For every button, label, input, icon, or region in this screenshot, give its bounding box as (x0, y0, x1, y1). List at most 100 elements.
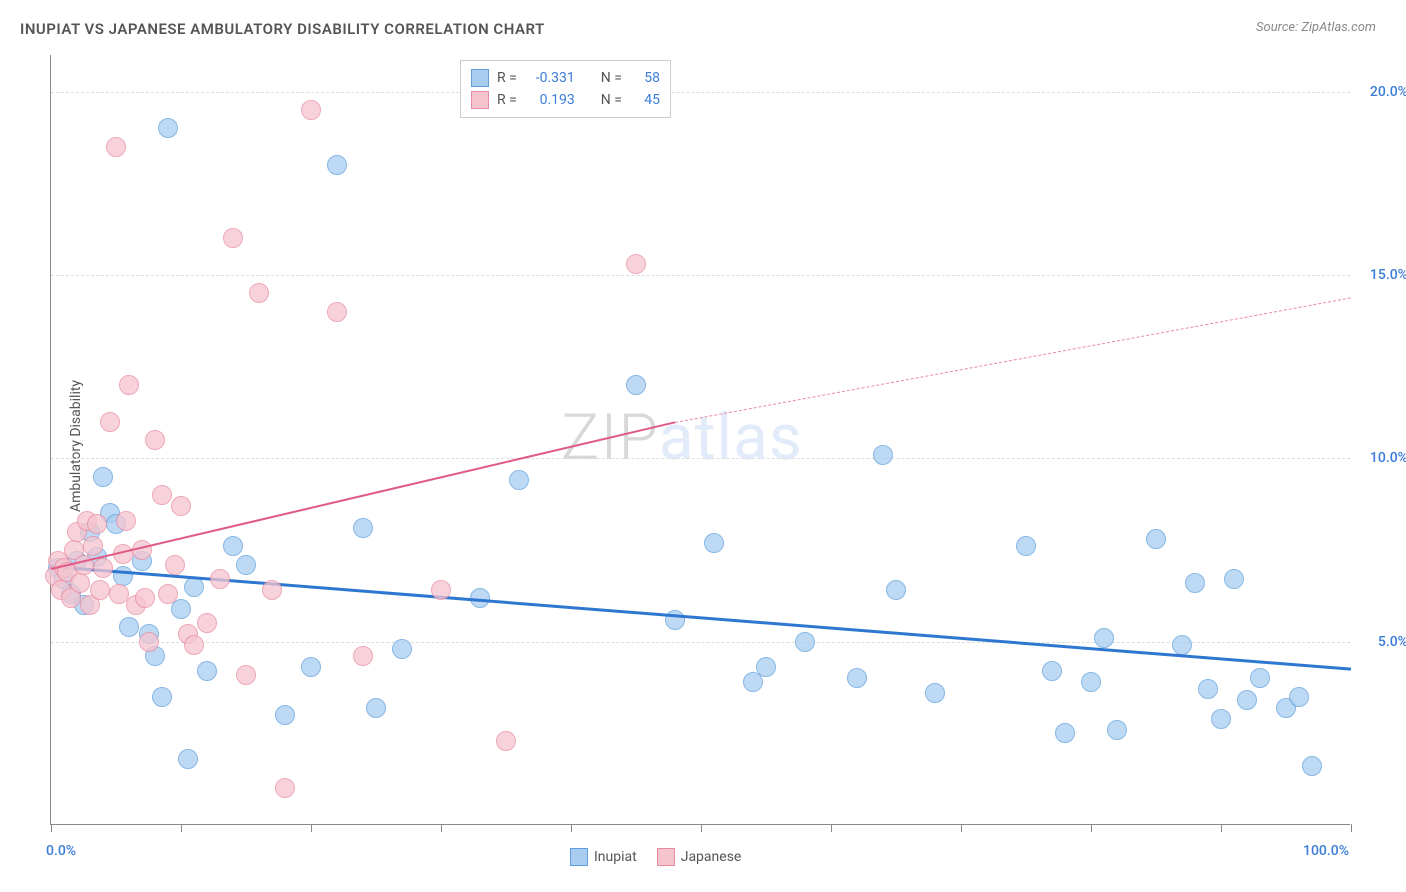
scatter-point (236, 555, 256, 575)
scatter-point (392, 639, 412, 659)
scatter-point (93, 467, 113, 487)
scatter-point (626, 375, 646, 395)
scatter-point (171, 496, 191, 516)
scatter-point (1185, 573, 1205, 593)
scatter-point (70, 573, 90, 593)
x-tick (1351, 824, 1352, 832)
scatter-point (795, 632, 815, 652)
y-tick-label: 20.0% (1370, 84, 1406, 100)
scatter-point (1094, 628, 1114, 648)
chart-container: INUPIAT VS JAPANESE AMBULATORY DISABILIT… (0, 0, 1406, 892)
correlation-legend: R =-0.331N =58R =0.193N =45 (460, 60, 671, 118)
scatter-point (1146, 529, 1166, 549)
r-value: -0.331 (525, 70, 575, 86)
y-tick-label: 15.0% (1370, 267, 1406, 283)
scatter-point (366, 698, 386, 718)
scatter-point (1224, 569, 1244, 589)
scatter-point (275, 778, 295, 798)
x-tick (1091, 824, 1092, 832)
scatter-point (197, 661, 217, 681)
scatter-point (223, 536, 243, 556)
x-tick-label: 100.0% (1303, 843, 1349, 859)
scatter-point (145, 430, 165, 450)
scatter-point (139, 632, 159, 652)
x-tick (181, 824, 182, 832)
scatter-point (847, 668, 867, 688)
legend-swatch (657, 848, 675, 866)
scatter-point (873, 445, 893, 465)
trend-line (51, 565, 1351, 671)
scatter-point (301, 657, 321, 677)
scatter-point (704, 533, 724, 553)
x-tick (1221, 824, 1222, 832)
n-value: 45 (630, 92, 660, 108)
scatter-point (327, 155, 347, 175)
chart-title: INUPIAT VS JAPANESE AMBULATORY DISABILIT… (20, 20, 545, 38)
legend-item: Inupiat (570, 848, 637, 866)
scatter-point (353, 646, 373, 666)
scatter-point (925, 683, 945, 703)
scatter-point (509, 470, 529, 490)
x-tick (961, 824, 962, 832)
gridline (51, 642, 1350, 643)
source-citation: Source: ZipAtlas.com (1256, 20, 1376, 35)
scatter-point (113, 566, 133, 586)
gridline (51, 275, 1350, 276)
scatter-point (184, 635, 204, 655)
scatter-point (90, 580, 110, 600)
scatter-point (100, 412, 120, 432)
scatter-point (83, 536, 103, 556)
plot-area: ZIPatlas 5.0%10.0%15.0%20.0%0.0%100.0% (50, 55, 1350, 825)
legend-row: R =-0.331N =58 (471, 67, 660, 89)
n-label: N = (601, 92, 622, 108)
scatter-point (1211, 709, 1231, 729)
scatter-point (665, 610, 685, 630)
n-value: 58 (630, 70, 660, 86)
y-tick-label: 10.0% (1370, 450, 1406, 466)
scatter-point (353, 518, 373, 538)
r-value: 0.193 (525, 92, 575, 108)
scatter-point (1198, 679, 1218, 699)
x-tick (831, 824, 832, 832)
scatter-point (1289, 687, 1309, 707)
scatter-point (223, 228, 243, 248)
gridline (51, 458, 1350, 459)
scatter-point (886, 580, 906, 600)
watermark: ZIPatlas (561, 400, 803, 475)
scatter-point (87, 514, 107, 534)
scatter-point (1250, 668, 1270, 688)
gridline (51, 92, 1350, 93)
scatter-point (210, 569, 230, 589)
trend-line (675, 297, 1351, 423)
scatter-point (119, 617, 139, 637)
x-tick (311, 824, 312, 832)
scatter-point (152, 687, 172, 707)
scatter-point (301, 100, 321, 120)
x-tick-label: 0.0% (46, 843, 76, 859)
r-label: R = (497, 92, 517, 108)
scatter-point (135, 588, 155, 608)
scatter-point (249, 283, 269, 303)
scatter-point (275, 705, 295, 725)
scatter-point (327, 302, 347, 322)
scatter-point (165, 555, 185, 575)
legend-swatch (471, 69, 489, 87)
scatter-point (626, 254, 646, 274)
series-legend: InupiatJapanese (570, 848, 741, 866)
scatter-point (158, 584, 178, 604)
trend-line (51, 422, 675, 571)
n-label: N = (601, 70, 622, 86)
scatter-point (1302, 756, 1322, 776)
legend-label: Inupiat (594, 849, 637, 865)
scatter-point (1042, 661, 1062, 681)
x-tick (441, 824, 442, 832)
scatter-point (756, 657, 776, 677)
scatter-point (116, 511, 136, 531)
scatter-point (431, 580, 451, 600)
scatter-point (93, 558, 113, 578)
scatter-point (236, 665, 256, 685)
scatter-point (158, 118, 178, 138)
scatter-point (106, 137, 126, 157)
scatter-point (1016, 536, 1036, 556)
scatter-point (1172, 635, 1192, 655)
